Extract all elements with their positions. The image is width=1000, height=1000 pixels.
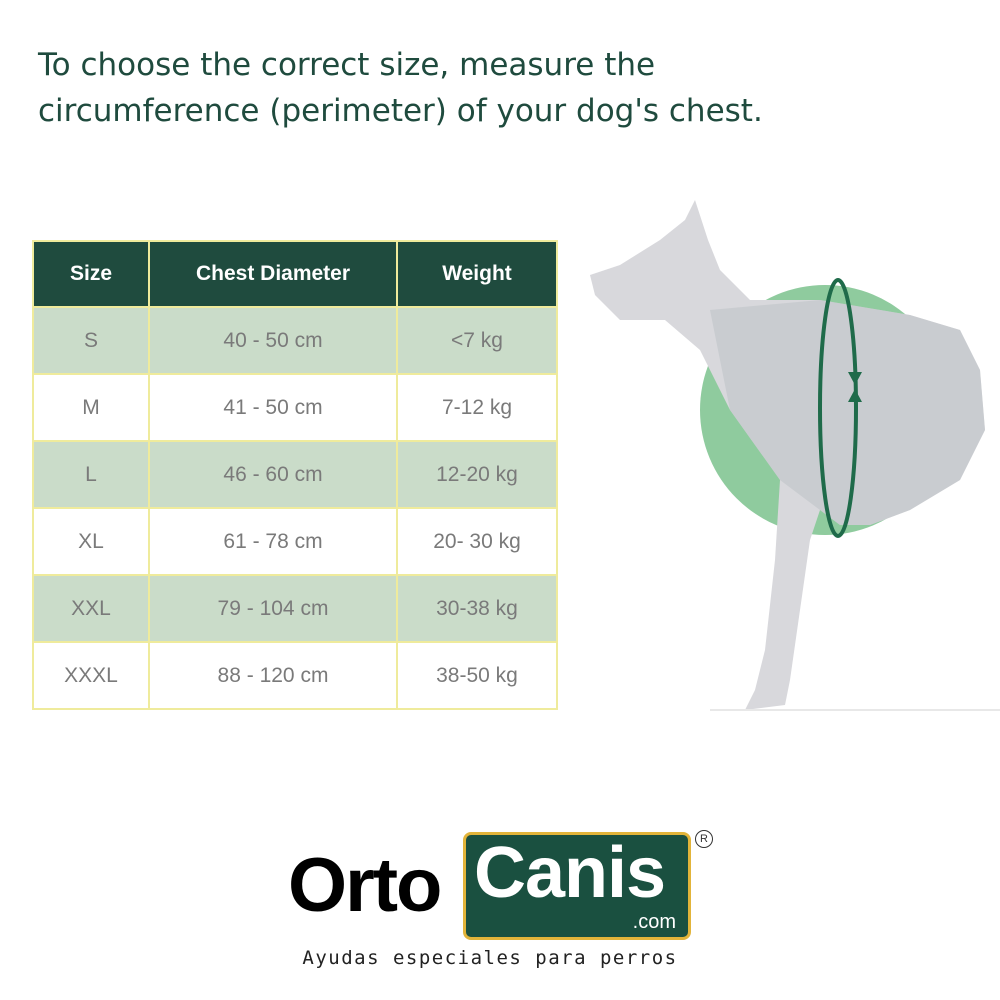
cell: 38-50 kg [396, 641, 558, 710]
cell: 40 - 50 cm [148, 306, 398, 375]
cell: 12-20 kg [396, 440, 558, 509]
cell: 7-12 kg [396, 373, 558, 442]
table-header-row: Size Chest Diameter Weight [32, 240, 558, 308]
measuring-arrow-icon [818, 278, 858, 538]
logo-canis: Canis [474, 833, 666, 913]
header-chest: Chest Diameter [148, 240, 398, 308]
header-size: Size [32, 240, 150, 308]
dog-measurement-illustration [590, 200, 1000, 711]
header-weight: Weight [396, 240, 558, 308]
logo-orto: Orto [288, 843, 442, 928]
heading-line-2: circumference (perimeter) of your dog's … [38, 93, 763, 129]
registered-icon: R [695, 830, 713, 848]
cell: 79 - 104 cm [148, 574, 398, 643]
heading-line-1: To choose the correct size, measure the [38, 47, 656, 83]
dog-chest-shading [710, 300, 985, 525]
logo-domain: .com [632, 911, 676, 933]
cell: XXXL [32, 641, 150, 710]
ortocanis-logo: Orto Canis .com R [288, 830, 718, 942]
table-row: XL 61 - 78 cm 20- 30 kg [32, 507, 558, 576]
cell: 30-38 kg [396, 574, 558, 643]
arrow-down-icon [848, 372, 862, 385]
logo-box: Canis .com [463, 832, 691, 940]
cell: XL [32, 507, 150, 576]
cell: 20- 30 kg [396, 507, 558, 576]
table-row: L 46 - 60 cm 12-20 kg [32, 440, 558, 509]
table-row: M 41 - 50 cm 7-12 kg [32, 373, 558, 442]
cell: <7 kg [396, 306, 558, 375]
cell: M [32, 373, 150, 442]
table-row: S 40 - 50 cm <7 kg [32, 306, 558, 375]
cell: XXL [32, 574, 150, 643]
cell: S [32, 306, 150, 375]
cell: 46 - 60 cm [148, 440, 398, 509]
table-row: XXL 79 - 104 cm 30-38 kg [32, 574, 558, 643]
instruction-heading: To choose the correct size, measure the … [38, 42, 978, 134]
cell: 88 - 120 cm [148, 641, 398, 710]
size-table: Size Chest Diameter Weight S 40 - 50 cm <7… [32, 240, 558, 710]
table-row: XXXL 88 - 120 cm 38-50 kg [32, 641, 558, 710]
cell: 61 - 78 cm [148, 507, 398, 576]
logo-tagline: Ayudas especiales para perros [302, 947, 678, 969]
cell: L [32, 440, 150, 509]
cell: 41 - 50 cm [148, 373, 398, 442]
arrow-up-icon [848, 389, 862, 402]
